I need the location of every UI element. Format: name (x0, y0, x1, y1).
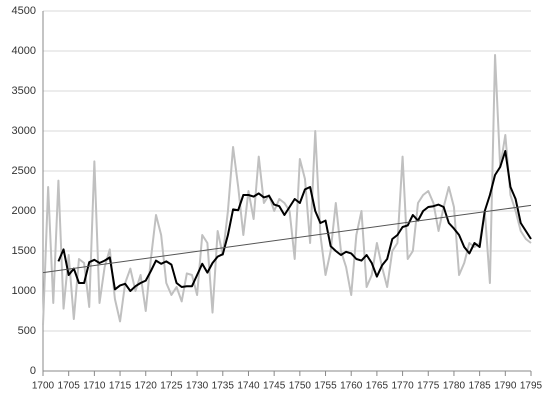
x-tick-label: 1705 (58, 381, 81, 392)
y-tick-label: 2000 (12, 205, 36, 217)
y-tick-label: 2500 (12, 165, 36, 177)
x-tick-label: 1730 (186, 381, 209, 392)
x-tick-label: 1715 (109, 381, 132, 392)
x-tick-label: 1780 (443, 381, 466, 392)
x-tick-label: 1760 (340, 381, 363, 392)
x-tick-label: 1720 (135, 381, 158, 392)
y-tick-label: 4000 (12, 45, 36, 57)
x-tick-label: 1755 (314, 381, 337, 392)
y-tick-label: 3000 (12, 125, 36, 137)
x-tick-label: 1710 (83, 381, 106, 392)
x-tick-label: 1750 (289, 381, 312, 392)
x-tick-label: 1770 (391, 381, 414, 392)
x-tick-label: 1725 (160, 381, 183, 392)
y-tick-label: 1000 (12, 285, 36, 297)
trend-line (42, 204, 532, 274)
x-tick-label: 1735 (212, 381, 235, 392)
y-tick-label: 0 (30, 365, 36, 377)
series-line (42, 54, 532, 326)
y-tick-label: 3500 (12, 85, 36, 97)
y-tick-label: 500 (18, 325, 36, 337)
y-tick-label: 4500 (12, 5, 36, 17)
x-tick-label: 1790 (494, 381, 517, 392)
x-tick-label: 1775 (417, 381, 440, 392)
x-tick-label: 1785 (469, 381, 492, 392)
series-line (57, 150, 532, 292)
x-tick-label: 1700 (32, 381, 55, 392)
x-tick-label: 1745 (263, 381, 286, 392)
x-tick-label: 1765 (366, 381, 389, 392)
x-tick-label: 1740 (237, 381, 260, 392)
y-tick-label: 1500 (12, 245, 36, 257)
x-tick-label: 1795 (520, 381, 543, 392)
